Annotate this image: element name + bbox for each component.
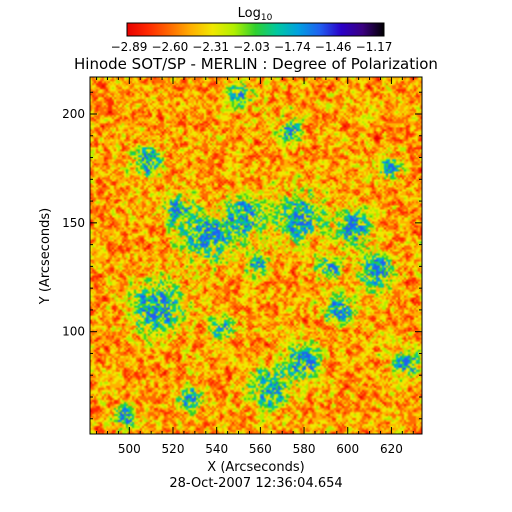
x-tick-label: 620	[380, 442, 403, 456]
x-tick-label: 520	[162, 442, 185, 456]
colorbar-tick-label: −1.46	[315, 40, 352, 54]
x-axis-label: X (Arcseconds)	[207, 460, 304, 475]
colorbar-tick-label: −1.17	[356, 40, 393, 54]
colorbar-tick-label: −2.31	[192, 40, 229, 54]
x-tick-label: 540	[205, 442, 228, 456]
colorbar-tick-label: −2.03	[233, 40, 270, 54]
colorbar-tick-labels: −2.89 −2.60 −2.31 −2.03 −1.74 −1.46 −1.17	[111, 40, 393, 54]
chart-title: Hinode SOT/SP - MERLIN : Degree of Polar…	[74, 55, 438, 73]
y-axis-label: Y (Arcseconds)	[38, 208, 53, 305]
x-tick-label: 600	[336, 442, 359, 456]
colorbar-tick-label: −2.60	[151, 40, 188, 54]
polarization-heatmap	[90, 77, 422, 434]
colorbar-label: Log10	[238, 6, 273, 23]
x-tick-label: 500	[118, 442, 141, 456]
x-tick-label: 560	[249, 442, 272, 456]
colorbar-label-base: Log	[238, 6, 261, 21]
axis-ticks: 500 520 540 560 580 600 620 100 150 200	[62, 77, 422, 456]
y-tick-label: 200	[62, 107, 85, 121]
colorbar-gradient	[126, 22, 385, 37]
y-tick-label: 100	[62, 325, 85, 339]
observation-date: 28-Oct-2007 12:36:04.654	[169, 476, 342, 491]
x-tick-label: 580	[293, 442, 316, 456]
colorbar-tick-label: −1.74	[274, 40, 311, 54]
plot-frame	[89, 76, 423, 435]
colorbar-label-subscript: 10	[261, 13, 273, 23]
colorbar: Log10 −2.89 −2.60 −2.31 −2.03 −1.74 −1.46 −1.1…	[111, 6, 393, 54]
colorbar-tick-label: −2.89	[111, 40, 148, 54]
y-tick-label: 150	[62, 216, 85, 230]
